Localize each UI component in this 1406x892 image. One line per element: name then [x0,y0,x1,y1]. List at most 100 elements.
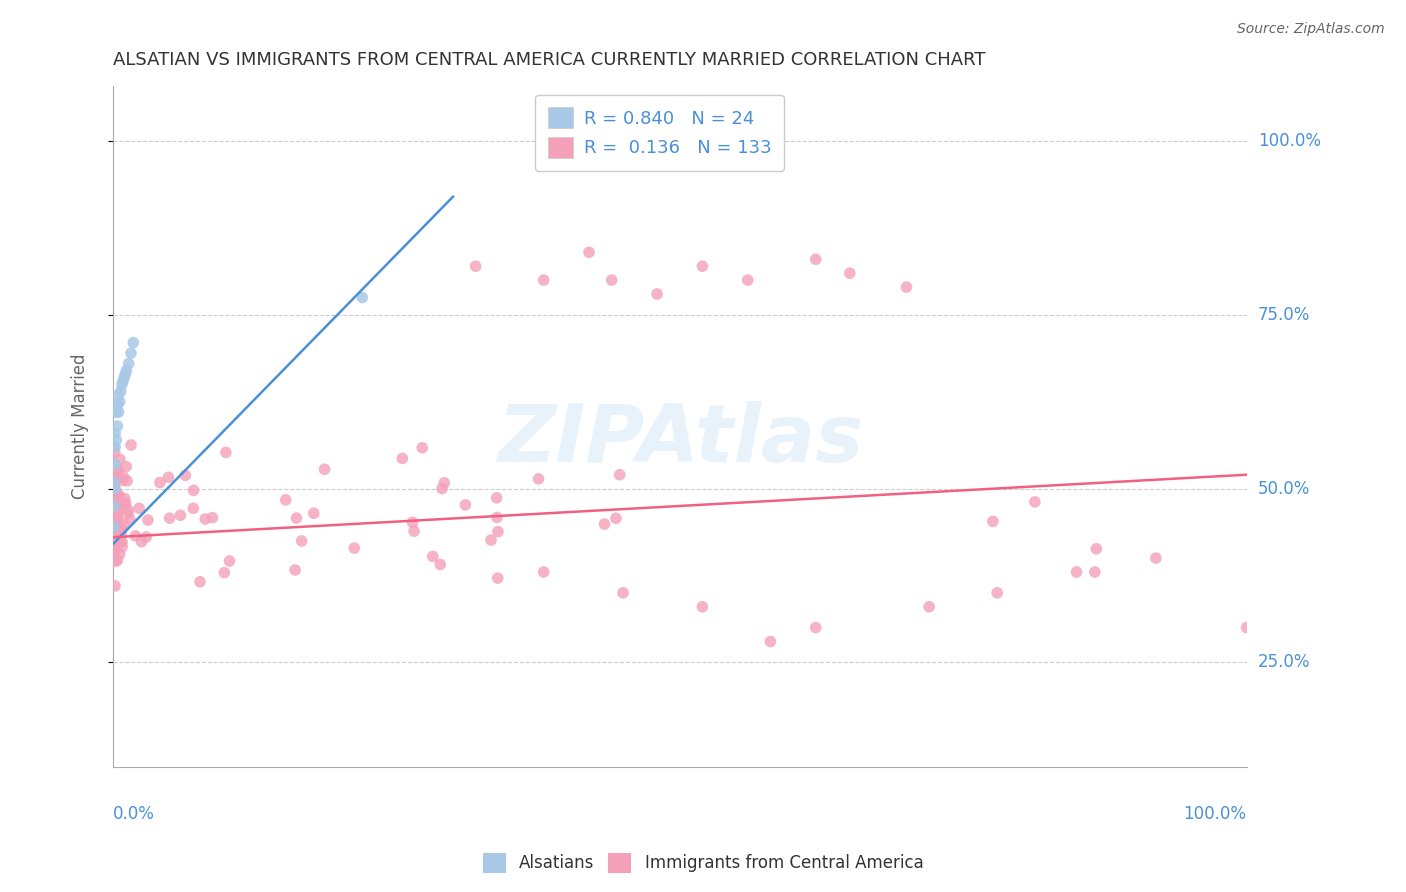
Point [485,491,508,505]
Point [101,475,124,489]
Text: 0.0%: 0.0% [112,805,155,823]
Text: 100.0%: 100.0% [1258,132,1320,150]
Point [218,554,240,568]
Point [111,474,134,488]
Point [183,483,205,498]
Point [429,558,451,572]
Point [105,526,128,541]
Point [103,535,125,549]
Point [404,524,426,538]
Point [104,543,127,558]
Point [103,520,125,534]
Point [111,534,134,549]
Point [107,498,129,512]
Point [838,266,860,280]
Point [136,513,159,527]
Text: 50.0%: 50.0% [1258,480,1310,498]
Point [112,470,135,484]
Point [108,523,131,537]
Point [103,511,125,525]
Point [104,482,127,496]
Point [159,511,181,525]
Point [107,519,129,533]
Text: ZIPAtlas: ZIPAtlas [496,401,863,479]
Point [118,513,141,527]
Point [104,496,127,510]
Point [105,398,128,412]
Point [174,468,197,483]
Text: Source: ZipAtlas.com: Source: ZipAtlas.com [1237,22,1385,37]
Point [486,571,509,585]
Point [411,441,433,455]
Point [107,492,129,507]
Point [692,259,714,273]
Point [104,440,127,454]
Point [169,508,191,523]
Point [114,367,136,381]
Point [108,535,131,549]
Point [108,547,131,561]
Point [107,493,129,508]
Point [314,462,336,476]
Point [103,478,125,492]
Y-axis label: Currently Married: Currently Married [72,353,89,499]
Point [352,290,374,304]
Point [105,489,128,503]
Point [105,485,128,500]
Point [105,405,128,419]
Point [103,500,125,515]
Point [104,511,127,525]
Point [214,566,236,580]
Point [896,280,918,294]
Point [422,549,444,564]
Point [117,503,139,517]
Point [1236,621,1258,635]
Point [110,525,132,540]
Point [105,505,128,519]
Point [104,445,127,459]
Point [103,440,125,454]
Point [284,563,307,577]
Point [115,459,138,474]
Point [181,501,204,516]
Point [759,634,782,648]
Point [124,529,146,543]
Point [114,491,136,506]
Point [105,433,128,447]
Point [111,540,134,554]
Point [105,511,128,525]
Point [135,530,157,544]
Point [105,467,128,482]
Legend: Alsatians, Immigrants from Central America: Alsatians, Immigrants from Central Ameri… [477,847,929,880]
Point [981,515,1004,529]
Point [105,516,128,531]
Point [103,491,125,506]
Point [108,394,131,409]
Point [115,474,138,488]
Point [291,533,314,548]
Point [111,522,134,536]
Point [107,464,129,478]
Point [285,511,308,525]
Point [103,499,125,513]
Point [107,503,129,517]
Point [302,506,325,520]
Point [107,388,129,402]
Point [104,579,127,593]
Point [107,514,129,528]
Point [600,273,623,287]
Point [485,510,508,524]
Point [593,517,616,532]
Point [103,490,125,504]
Point [108,489,131,503]
Point [128,501,150,516]
Point [103,475,125,489]
Text: 100.0%: 100.0% [1184,805,1247,823]
Point [110,384,132,399]
Point [343,541,366,555]
Point [112,497,135,511]
Point [105,419,128,434]
Point [104,457,127,471]
Point [103,508,125,523]
Point [120,438,142,452]
